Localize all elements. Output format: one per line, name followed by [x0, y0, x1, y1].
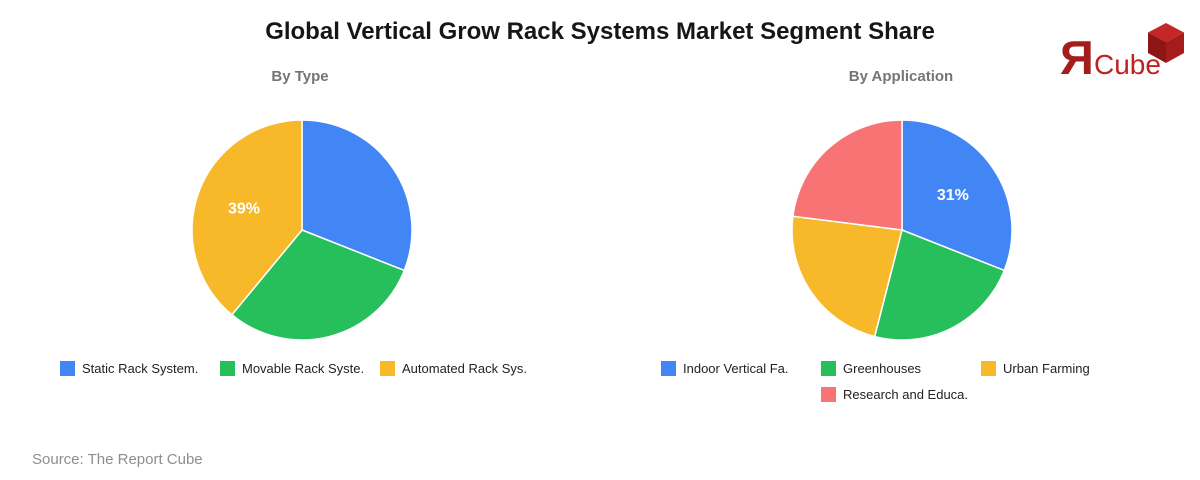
cube-icon: [1148, 23, 1184, 63]
legend-label: Movable Rack Syste.: [242, 361, 365, 376]
logo-r-glyph: Я: [1060, 31, 1094, 84]
legend-swatch: [220, 361, 235, 376]
page-title: Global Vertical Grow Rack Systems Market…: [265, 18, 935, 45]
legend-swatch: [821, 361, 836, 376]
source-attribution: Source: The Report Cube: [32, 451, 203, 468]
legend-item-urban-farming: Urban Farming: [981, 361, 1090, 376]
pie-slice-urban-farming: [791, 215, 903, 338]
chart-title-by-type: By Type: [271, 68, 329, 85]
pie-slice-greenhouses: [873, 229, 1006, 341]
pie-slice-research-and-educa: [792, 119, 903, 231]
legend-label: Indoor Vertical Fa.: [683, 361, 789, 376]
pie-slice-automated-rack-sys: [191, 119, 303, 316]
pie-chart-by-application: 31%: [791, 119, 1013, 341]
chart-title-by-application: By Application: [848, 68, 954, 85]
legend-label: Urban Farming: [1003, 361, 1090, 376]
legend-label: Research and Educa.: [843, 387, 969, 402]
report-cube-logo: Я Cube: [1060, 22, 1192, 84]
legend-item-greenhouses: Greenhouses: [821, 361, 921, 376]
legend-swatch: [821, 387, 836, 402]
pie-slice-movable-rack-syste: [231, 229, 406, 341]
pie-chart-by-type: 39%: [191, 119, 413, 341]
legend-swatch: [60, 361, 75, 376]
legend-item-indoor-vertical-fa: Indoor Vertical Fa.: [661, 361, 789, 376]
legend-item-research-and-educa: Research and Educa.: [821, 387, 968, 402]
slice-percentage-label: 31%: [937, 187, 969, 204]
slice-percentage-label: 39%: [228, 201, 260, 218]
legend-item-static-rack-system: Static Rack System.: [60, 361, 198, 376]
legend-item-movable-rack-syste: Movable Rack Syste.: [220, 361, 364, 376]
legend-label: Greenhouses: [843, 361, 922, 376]
legend-item-automated-rack-sys: Automated Rack Sys.: [380, 361, 527, 376]
pie-slice-indoor-vertical-fa: [901, 119, 1013, 272]
legend-label: Static Rack System.: [82, 361, 199, 376]
logo-wordmark: Cube: [1094, 49, 1161, 80]
legend-swatch: [661, 361, 676, 376]
legend-swatch: [380, 361, 395, 376]
legend-label: Automated Rack Sys.: [402, 361, 527, 376]
pie-slice-static-rack-system: [301, 119, 413, 272]
legend-swatch: [981, 361, 996, 376]
